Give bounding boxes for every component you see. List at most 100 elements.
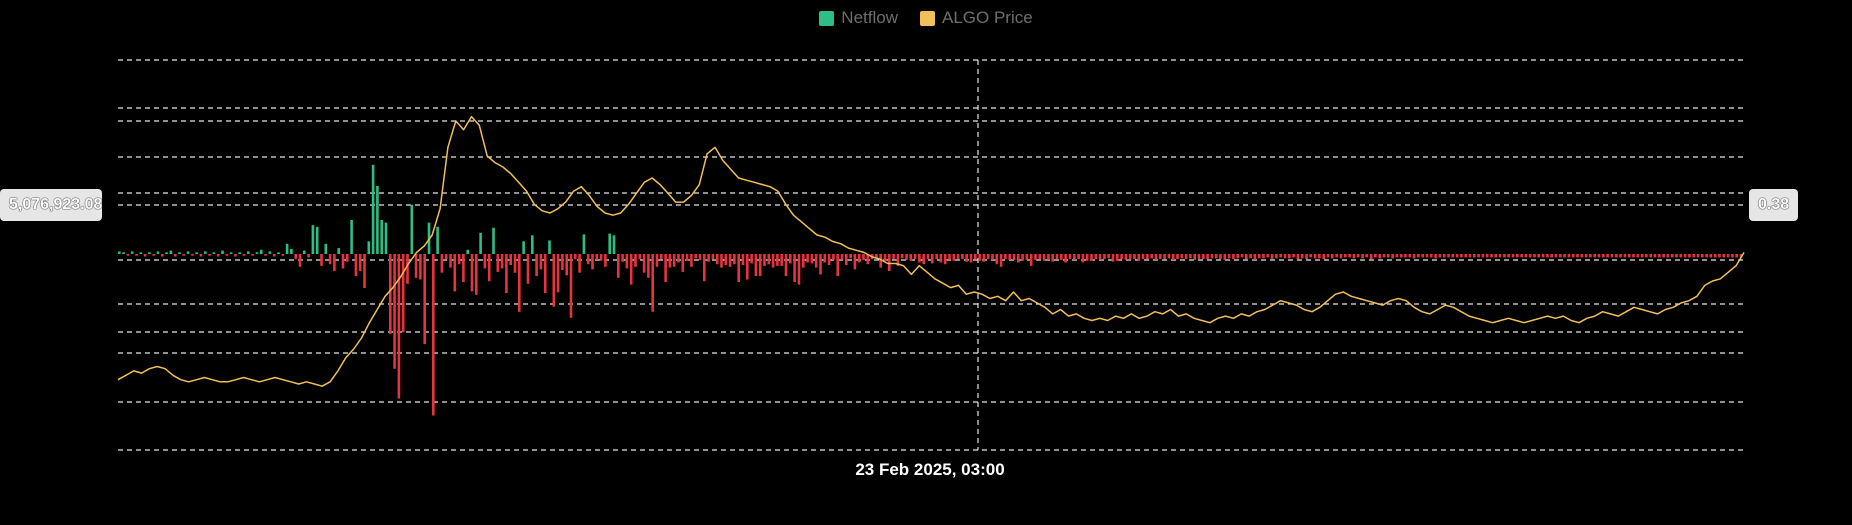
netflow-bar — [642, 254, 646, 273]
netflow-bar — [1202, 254, 1205, 260]
netflow-bar — [1404, 254, 1407, 258]
netflow-bar — [1352, 254, 1356, 259]
netflow-bar — [574, 254, 577, 260]
netflow-bar — [1550, 254, 1553, 258]
netflow-bar — [638, 254, 642, 260]
netflow-bar — [1309, 254, 1313, 258]
netflow-bar — [290, 248, 293, 254]
netflow-bar — [1344, 254, 1347, 258]
netflow-bar — [354, 254, 358, 277]
netflow-bar — [586, 254, 590, 265]
netflow-bar — [457, 254, 461, 265]
netflow-bar — [926, 254, 930, 260]
netflow-bar — [866, 254, 870, 265]
netflow-bar — [1387, 254, 1390, 258]
legend-item-netflow[interactable]: Netflow — [819, 8, 898, 28]
netflow-bar — [1374, 254, 1377, 258]
netflow-bar — [315, 226, 319, 254]
netflow-bar — [1253, 254, 1257, 260]
netflow-bar — [1197, 254, 1201, 260]
netflow-bar — [156, 251, 160, 254]
netflow-bar — [483, 254, 487, 269]
netflow-bar — [1090, 254, 1093, 261]
netflow-bar — [720, 254, 723, 268]
netflow-bar — [337, 248, 340, 254]
netflow-bar — [1021, 254, 1024, 261]
netflow-bar — [479, 232, 482, 255]
netflow-bar — [969, 254, 973, 263]
netflow-bar — [1692, 254, 1695, 258]
netflow-bar — [1451, 254, 1455, 258]
netflow-bar — [272, 254, 276, 257]
netflow-bar — [1408, 254, 1412, 258]
netflow-bar — [1159, 254, 1162, 260]
netflow-bar — [1219, 254, 1222, 260]
netflow-bar — [1623, 254, 1627, 258]
netflow-bar — [1571, 254, 1575, 258]
netflow-bar — [333, 254, 336, 271]
netflow-bar — [1627, 254, 1631, 258]
netflow-bar — [1240, 254, 1244, 258]
netflow-bar — [1365, 254, 1369, 258]
netflow-bar — [896, 254, 900, 266]
netflow-bar — [1490, 254, 1493, 258]
netflow-bar — [961, 254, 964, 260]
netflow-bar — [1288, 254, 1291, 259]
netflow-bar — [1137, 254, 1141, 261]
netflow-bar — [595, 254, 599, 260]
netflow-bar — [1666, 254, 1670, 258]
netflow-bar — [1636, 254, 1640, 258]
netflow-bar — [750, 254, 753, 264]
legend-item-price[interactable]: ALGO Price — [919, 8, 1033, 28]
netflow-bar — [1731, 254, 1734, 258]
netflow-bar — [242, 254, 246, 256]
netflow-bar — [1645, 254, 1648, 258]
netflow-bar — [1615, 254, 1618, 258]
netflow-bar — [965, 254, 968, 262]
netflow-bar — [1322, 254, 1325, 260]
netflow-bar — [1038, 254, 1042, 260]
netflow-bar — [1064, 254, 1067, 263]
netflow-bar — [948, 254, 951, 260]
netflow-bar — [1481, 254, 1485, 258]
netflow-bar — [1602, 254, 1605, 258]
netflow-bar — [1399, 254, 1403, 258]
netflow-bar — [1473, 254, 1476, 258]
netflow-bar — [668, 254, 672, 268]
netflow-bar — [1546, 254, 1549, 258]
netflow-bar — [1047, 254, 1050, 260]
crosshair-x-label: 23 Feb 2025, 03:00 — [0, 460, 1852, 480]
netflow-bar — [1640, 254, 1644, 258]
netflow-bar — [548, 240, 551, 254]
netflow-bar — [1042, 254, 1046, 261]
netflow-bar — [518, 254, 521, 312]
netflow-bar — [320, 254, 323, 266]
netflow-bar — [763, 254, 766, 266]
netflow-bar — [285, 243, 289, 254]
netflow-bar — [608, 233, 611, 254]
netflow-bar — [974, 254, 977, 260]
netflow-bar — [814, 254, 818, 268]
netflow-bar — [401, 254, 405, 333]
crosshair-right-value: 0.38 — [1749, 189, 1799, 221]
netflow-bar — [1726, 254, 1730, 258]
netflow-bar — [1034, 254, 1037, 260]
netflow-bar — [1124, 254, 1128, 260]
netflow-bar — [853, 254, 857, 270]
netflow-bar — [328, 254, 332, 265]
netflow-bar — [625, 254, 629, 269]
netflow-bar — [139, 252, 143, 254]
netflow-bar — [909, 254, 913, 261]
netflow-bar — [1696, 254, 1700, 258]
netflow-bar — [1395, 254, 1399, 258]
netflow-bar — [913, 254, 917, 260]
netflow-bar — [883, 254, 887, 261]
netflow-bar — [260, 249, 263, 255]
netflow-bar — [126, 254, 130, 256]
netflow-bar — [1438, 254, 1442, 258]
netflow-bar — [956, 254, 960, 260]
netflow-bar — [1356, 254, 1360, 258]
netflow-bar — [1283, 254, 1287, 259]
netflow-bar — [995, 254, 999, 265]
